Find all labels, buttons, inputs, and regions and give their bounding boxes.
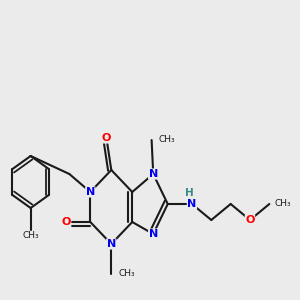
- Text: N: N: [187, 199, 196, 209]
- Text: N: N: [86, 187, 95, 197]
- Text: N: N: [107, 239, 116, 249]
- Text: N: N: [148, 229, 158, 239]
- Text: CH₃: CH₃: [118, 269, 135, 278]
- Text: O: O: [102, 133, 111, 143]
- Text: O: O: [61, 217, 71, 227]
- Text: N: N: [148, 169, 158, 179]
- Text: CH₃: CH₃: [274, 200, 291, 208]
- Text: O: O: [245, 215, 255, 225]
- Text: CH₃: CH₃: [159, 136, 175, 145]
- Text: CH₃: CH₃: [22, 231, 39, 240]
- Text: H: H: [185, 188, 194, 198]
